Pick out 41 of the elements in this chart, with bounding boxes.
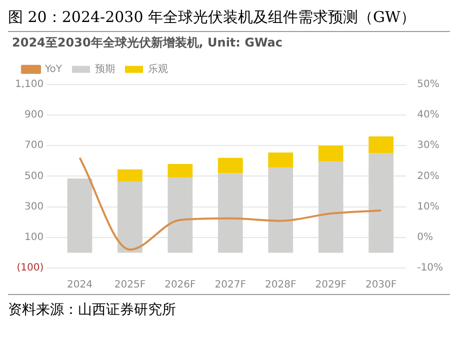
x-tick-label: 2029F xyxy=(315,280,347,291)
text: 资料来源：山西证券研究所 xyxy=(8,294,450,319)
y2-tick-label: 0% xyxy=(417,232,434,243)
bar xyxy=(118,169,142,182)
legend-label: YoY xyxy=(44,64,63,75)
y-tick-label: 700 xyxy=(24,140,44,152)
bar xyxy=(218,158,243,174)
chart-subtitle: 2024至2030年全球光伏新增装机, Unit: GWac xyxy=(12,35,283,50)
bar xyxy=(168,164,193,178)
bar xyxy=(318,162,344,253)
x-tick-label: 2024 xyxy=(67,280,92,291)
x-tick-label: 2027F xyxy=(214,280,246,291)
bar xyxy=(67,178,92,253)
y2-tick-label: 20% xyxy=(417,170,440,182)
legend-label: 预期 xyxy=(95,62,116,75)
y2-tick-label: -10% xyxy=(417,262,444,274)
bar xyxy=(368,136,394,154)
bar xyxy=(118,182,142,253)
bar xyxy=(268,168,294,253)
bar xyxy=(368,153,394,253)
x-tick-label: 2028F xyxy=(265,280,296,291)
bar xyxy=(268,152,294,168)
legend-label: 乐观 xyxy=(148,62,168,75)
bar xyxy=(318,146,344,162)
y-tick-label: 900 xyxy=(24,110,44,121)
y2-tick-label: 30% xyxy=(417,140,440,152)
bar xyxy=(218,173,243,253)
y-tick-label: 500 xyxy=(24,170,44,182)
chart-title: 图 20：2024-2030 年全球光伏装机及组件需求预测（GW） xyxy=(8,8,450,32)
y-tick-label: (100) xyxy=(16,262,44,274)
y-tick-label: 300 xyxy=(24,201,44,212)
y-tick-label: 1,100 xyxy=(14,78,44,90)
bar xyxy=(168,178,193,253)
x-tick-label: 2026F xyxy=(164,280,196,291)
y2-tick-label: 40% xyxy=(417,110,440,121)
line-series xyxy=(78,156,382,251)
x-tick-label: 2025F xyxy=(114,280,146,291)
y2-tick-label: 50% xyxy=(417,78,440,90)
y2-tick-label: 10% xyxy=(417,201,440,212)
y-tick-label: 100 xyxy=(24,232,44,243)
x-tick-label: 2030F xyxy=(365,280,397,291)
